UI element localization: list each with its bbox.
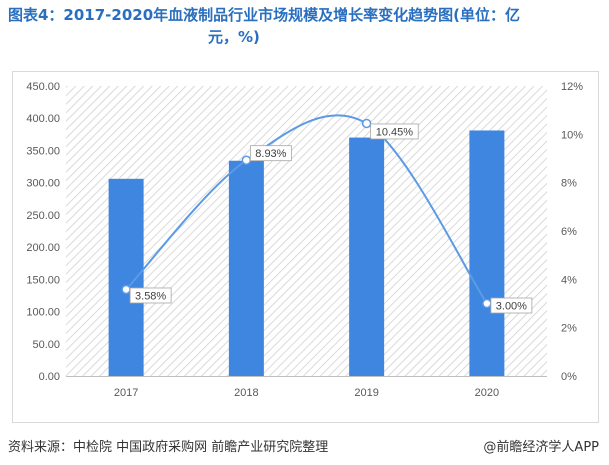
data-label-box — [370, 123, 419, 140]
data-label-box — [129, 287, 172, 304]
left-axis-tick-label: 400.00 — [26, 113, 60, 125]
right-axis-tick-label: 4% — [561, 274, 577, 286]
right-axis-tick-label: 0% — [561, 371, 577, 383]
credit-note: @前瞻经济学人APP — [483, 436, 599, 455]
data-label: 8.93% — [255, 148, 286, 160]
x-axis-tick-label: 2020 — [475, 387, 499, 399]
right-axis-tick-label: 8% — [561, 178, 577, 190]
line-point-2020 — [482, 298, 492, 309]
chart-title-line1: 图表4：2017-2020年血液制品行业市场规模及增长率变化趋势图(单位：亿 — [8, 6, 521, 24]
chart-frame — [12, 71, 599, 423]
left-axis-tick-label: 0.00 — [39, 371, 60, 383]
left-axis-tick-label: 300.00 — [26, 178, 60, 190]
right-axis-tick-label: 10% — [561, 129, 583, 141]
left-axis-tick-label: 50.00 — [32, 339, 60, 351]
bar-2019 — [349, 137, 385, 376]
data-label-box — [249, 145, 292, 162]
left-axis-tick-label: 350.00 — [26, 145, 60, 157]
bar-2020 — [469, 130, 505, 376]
left-axis-tick-label: 200.00 — [26, 242, 60, 254]
data-label-box — [490, 297, 533, 314]
bar-2017 — [108, 178, 144, 376]
bar-2018 — [228, 160, 264, 376]
chart-title: 图表4：2017-2020年血液制品行业市场规模及增长率变化趋势图(单位：亿 元… — [8, 4, 602, 48]
growth-rate-line — [125, 114, 488, 305]
left-axis-tick-label: 250.00 — [26, 210, 60, 222]
x-axis-tick-label: 2017 — [114, 387, 138, 399]
left-axis-tick-label: 150.00 — [26, 274, 60, 286]
line-point-2017 — [121, 284, 131, 295]
x-axis-tick-label: 2019 — [354, 387, 378, 399]
line-point-2018 — [241, 155, 252, 165]
left-axis-tick-label: 100.00 — [26, 307, 60, 319]
data-label: 3.58% — [135, 290, 166, 302]
right-axis-tick-label: 2% — [561, 323, 577, 335]
x-axis-tick-label: 2018 — [234, 387, 258, 399]
plot-area — [66, 86, 547, 376]
data-label: 3.00% — [496, 301, 527, 313]
source-note: 资料来源：中检院 中国政府采购网 前瞻产业研究院整理 — [8, 440, 329, 455]
credit-text: @前瞻经济学人APP — [483, 440, 599, 455]
right-axis-tick-label: 6% — [561, 226, 577, 238]
data-label: 10.45% — [376, 126, 414, 138]
chart-title-line2: 元，%) — [208, 28, 260, 46]
line-point-2019 — [361, 118, 372, 129]
right-axis-tick-label: 12% — [561, 81, 583, 93]
left-axis-tick-label: 450.00 — [26, 81, 60, 93]
